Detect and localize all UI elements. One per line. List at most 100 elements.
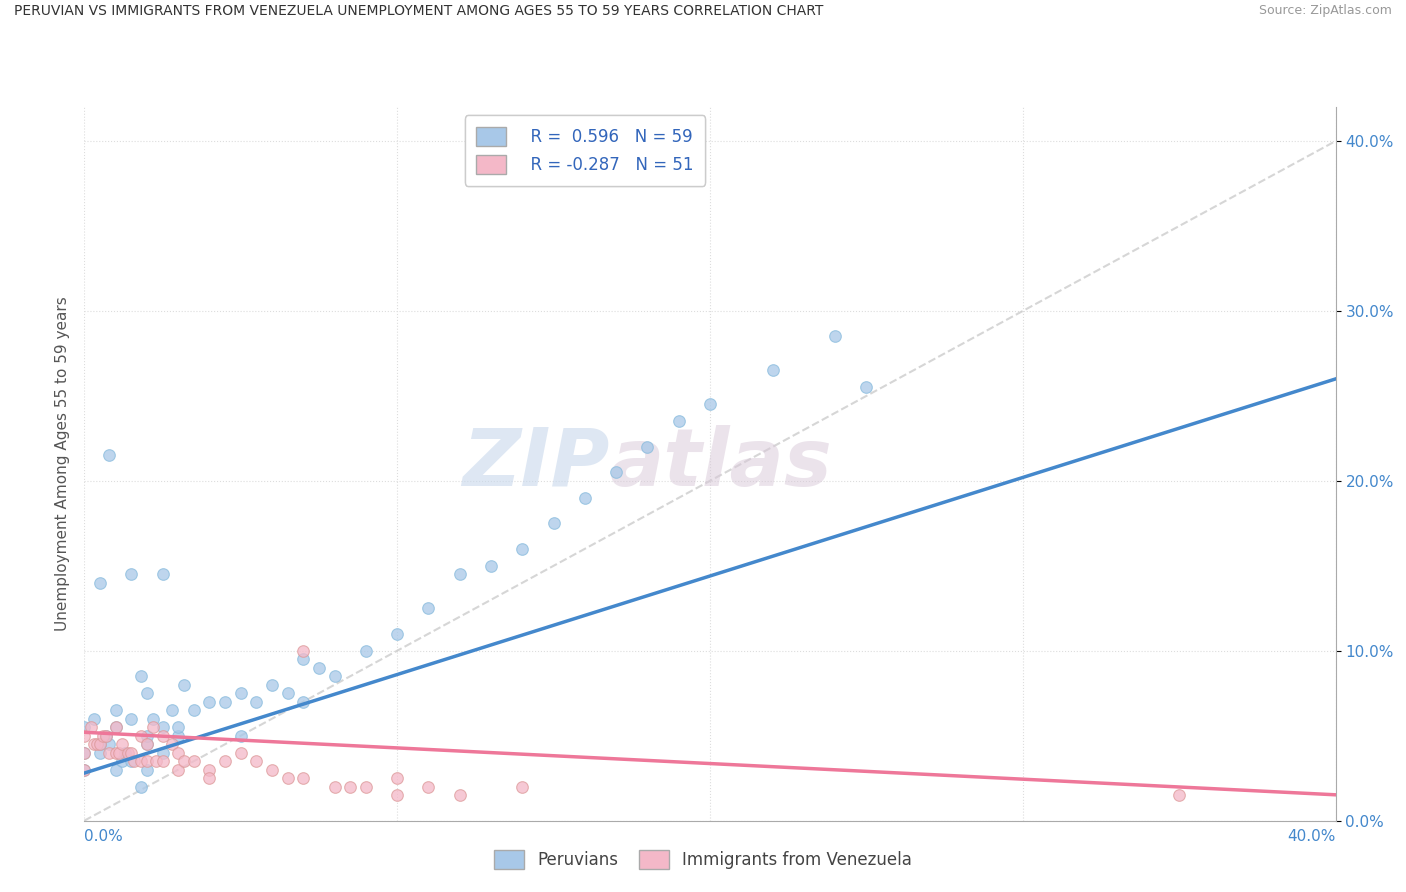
Point [292,652,315,666]
Point [512,541,534,556]
Point [354,780,377,794]
Point [136,754,159,768]
Point [104,746,127,760]
Point [129,669,152,683]
Legend: Peruvians, Immigrants from Venezuela: Peruvians, Immigrants from Venezuela [484,840,922,880]
Point [229,729,252,743]
Point [173,754,195,768]
Point [114,746,136,760]
Point [262,678,284,692]
Point [120,754,142,768]
Point [124,754,146,768]
Text: ZIP: ZIP [463,425,610,503]
Point [120,746,142,760]
Point [96,729,118,743]
Point [262,763,284,777]
Point [117,746,139,760]
Point [152,746,174,760]
Point [229,746,252,760]
Point [73,729,96,743]
Point [111,754,134,768]
Point [167,763,190,777]
Point [89,746,111,760]
Point [167,720,190,734]
Point [292,644,315,658]
Point [142,720,165,734]
Point [89,737,111,751]
Point [512,780,534,794]
Point [104,763,127,777]
Point [292,771,315,785]
Point [120,712,142,726]
Point [855,380,877,394]
Point [79,720,101,734]
Point [198,763,221,777]
Point [136,686,159,700]
Point [339,780,361,794]
Text: PERUVIAN VS IMMIGRANTS FROM VENEZUELA UNEMPLOYMENT AMONG AGES 55 TO 59 YEARS COR: PERUVIAN VS IMMIGRANTS FROM VENEZUELA UN… [14,4,824,19]
Point [96,729,118,743]
Text: atlas: atlas [610,425,832,503]
Point [73,746,96,760]
Point [824,329,846,343]
Point [1168,788,1191,802]
Y-axis label: Unemployment Among Ages 55 to 59 years: Unemployment Among Ages 55 to 59 years [55,296,70,632]
Point [136,729,159,743]
Point [160,737,183,751]
Point [86,737,108,751]
Point [449,567,471,582]
Point [129,754,152,768]
Point [637,440,659,454]
Point [308,661,330,675]
Point [418,601,440,615]
Point [145,754,167,768]
Point [129,729,152,743]
Point [91,729,114,743]
Point [73,746,96,760]
Point [214,754,236,768]
Point [104,720,127,734]
Point [152,720,174,734]
Point [136,763,159,777]
Point [214,695,236,709]
Point [354,644,377,658]
Point [73,763,96,777]
Point [385,771,409,785]
Point [104,703,127,717]
Point [198,695,221,709]
Point [152,729,174,743]
Point [198,771,221,785]
Point [245,695,267,709]
Point [699,397,721,411]
Point [385,626,409,640]
Point [292,695,315,709]
Point [385,788,409,802]
Point [98,746,121,760]
Point [167,746,190,760]
Point [543,516,565,531]
Point [183,754,205,768]
Point [277,771,299,785]
Point [418,780,440,794]
Point [83,712,105,726]
Point [762,363,785,377]
Text: Source: ZipAtlas.com: Source: ZipAtlas.com [1258,4,1392,18]
Point [73,763,96,777]
Point [89,575,111,590]
Point [136,737,159,751]
Point [245,754,267,768]
Point [605,466,627,480]
Point [574,491,596,505]
Point [129,780,152,794]
Point [229,686,252,700]
Point [668,414,690,428]
Point [111,737,134,751]
Point [323,780,346,794]
Point [73,720,96,734]
Point [323,669,346,683]
Point [120,567,142,582]
Point [167,729,190,743]
Point [142,712,165,726]
Point [98,737,121,751]
Point [107,746,129,760]
